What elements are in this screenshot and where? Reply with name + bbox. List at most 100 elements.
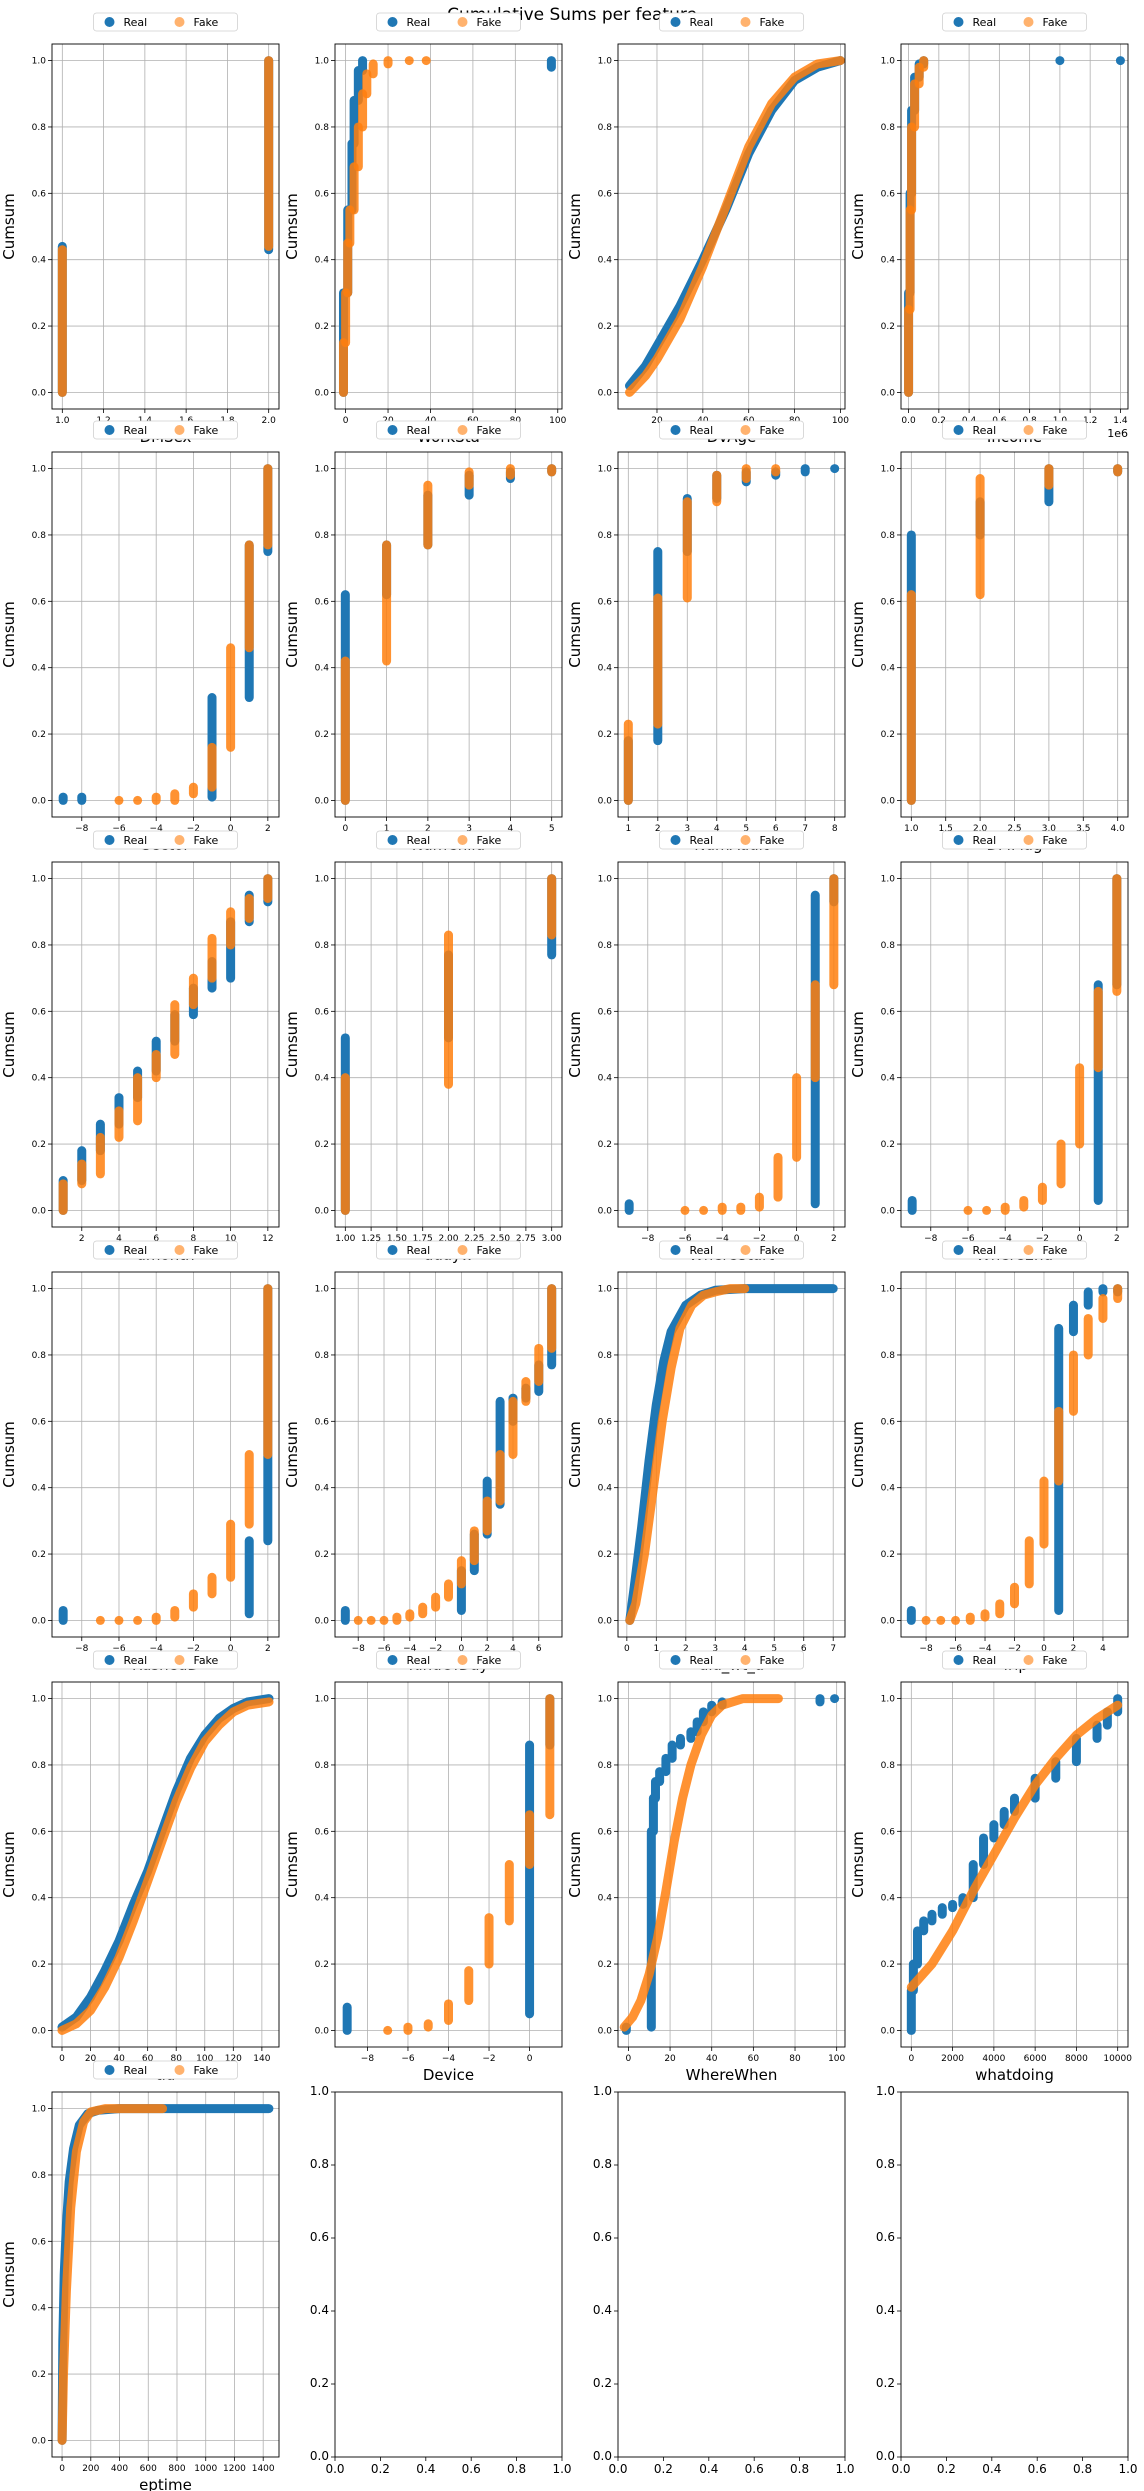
legend: Real Fake — [942, 1650, 1087, 1670]
y-tick-label: 1.0 — [876, 2084, 895, 2098]
y-tick-label: 0.0 — [315, 796, 330, 806]
y-tick-label: 0.0 — [881, 388, 896, 398]
axes-frame — [617, 1681, 846, 2048]
y-tick-label: 0.2 — [310, 2376, 329, 2390]
y-axis-label: Cumsum — [283, 1011, 301, 1078]
legend-label-real: Real — [407, 1654, 431, 1667]
y-tick-label: 0.0 — [881, 796, 896, 806]
legend-marker-fake — [174, 17, 185, 27]
series-fake — [95, 1284, 273, 1625]
y-tick-label: 0.6 — [32, 1007, 47, 1017]
axes-frame — [334, 43, 563, 410]
x-tick-label: 60 — [748, 2054, 760, 2064]
x-tick-label: −4 — [442, 2054, 456, 2064]
x-tick-label: 0 — [1077, 1234, 1083, 1244]
x-tick-label: 120 — [225, 2054, 242, 2064]
y-tick-label: 1.0 — [315, 57, 330, 67]
y-tick-label: 0.0 — [315, 1206, 330, 1216]
legend-marker-real — [670, 17, 681, 27]
y-tick-label: 1.0 — [881, 1285, 896, 1295]
y-tick-label: 1.0 — [881, 57, 896, 67]
y-tick-label: 1.0 — [32, 57, 47, 67]
legend-marker-fake — [740, 425, 751, 435]
y-tick-label: 0.4 — [598, 664, 613, 674]
plot-area — [906, 1694, 1123, 2035]
legend-marker-fake — [1023, 835, 1034, 845]
y-tick-label: 0.8 — [598, 1761, 613, 1771]
y-tick-label: 0.4 — [32, 664, 47, 674]
y-axis-label: Cumsum — [566, 1011, 584, 1078]
series-real — [625, 1284, 838, 1625]
axes-frame — [617, 43, 846, 410]
x-tick-label: 0.6 — [462, 2462, 481, 2476]
y-tick-label: 1.0 — [315, 1285, 330, 1295]
y-tick-label: 0.6 — [881, 597, 896, 607]
x-tick-label: 2 — [683, 1644, 689, 1654]
subplot-5: −8−6−4−2020.00.20.40.60.81.0SectorCumsum… — [0, 420, 280, 854]
legend-marker-fake — [174, 425, 185, 435]
x-tick-label: 0 — [459, 1644, 465, 1654]
axes-frame — [51, 451, 280, 818]
x-tick-label: −4 — [999, 1234, 1013, 1244]
x-tick-label: 2 — [831, 1234, 837, 1244]
y-axis-label: Cumsum — [566, 193, 584, 260]
y-tick-label: 0.6 — [881, 189, 896, 199]
y-tick-label: 0.4 — [598, 1074, 613, 1084]
legend-box — [376, 830, 521, 850]
y-tick-label: 0.2 — [598, 730, 612, 740]
y-tick-label: 0.0 — [593, 2449, 612, 2463]
legend-marker-real — [670, 1245, 681, 1255]
legend: Real Fake — [93, 1240, 238, 1260]
legend: Real Fake — [942, 12, 1087, 32]
x-tick-label: 3 — [712, 1644, 718, 1654]
x-tick-label: 0.2 — [371, 2462, 390, 2476]
data-point-curve — [625, 1284, 750, 1625]
y-tick-label: 0.0 — [310, 2449, 329, 2463]
plot-area — [338, 56, 556, 397]
legend-marker-fake — [1023, 425, 1034, 435]
series-fake — [338, 56, 431, 397]
legend-box — [93, 2060, 238, 2080]
series-fake — [57, 56, 274, 397]
x-tick-label: 0.6 — [745, 2462, 764, 2476]
y-axis-label: Cumsum — [849, 601, 867, 668]
legend-box — [376, 420, 521, 440]
x-tick-label: 2 — [79, 1234, 85, 1244]
x-tick-label: 2 — [1114, 1234, 1120, 1244]
y-tick-label: 0.8 — [876, 2157, 895, 2171]
y-tick-label: 0.6 — [32, 597, 47, 607]
subplot-9: 246810120.00.20.40.60.81.0dmonthCumsumRe… — [0, 830, 280, 1264]
plot-area — [57, 56, 274, 397]
x-tick-label: 4.0 — [1111, 824, 1126, 834]
y-tick-label: 0.8 — [598, 531, 613, 541]
plot-area — [625, 1284, 838, 1625]
x-tick-label: 3.00 — [542, 1234, 562, 1244]
legend-box — [659, 830, 804, 850]
x-tick-label: 1 — [384, 824, 390, 834]
y-tick-label: 0.2 — [598, 1550, 612, 1560]
x-tick-label: 3 — [684, 824, 690, 834]
axes-frame — [617, 451, 846, 818]
subplot-8: 1.01.52.02.53.03.54.00.00.20.40.60.81.0D… — [849, 420, 1129, 854]
legend: Real Fake — [376, 830, 521, 850]
y-tick-label: 0.4 — [593, 2303, 612, 2317]
y-tick-label: 1.0 — [598, 875, 613, 885]
y-tick-label: 0.8 — [32, 531, 47, 541]
y-tick-label: 0.0 — [598, 796, 613, 806]
x-tick-label: 4 — [510, 1644, 516, 1654]
legend-marker-fake — [740, 1245, 751, 1255]
subplot-18: −8 −6 −4 −2 0 0.0 0.2 0.4 0.6 0.8 1.0 Device Cumsum R… — [283, 1650, 563, 2084]
x-tick-label: 1.75 — [413, 1234, 433, 1244]
y-tick-label: 0.8 — [881, 123, 896, 133]
x-tick-label: 0.4 — [416, 2462, 435, 2476]
y-tick-label: 0.2 — [598, 1140, 612, 1150]
data-point-curve — [57, 1697, 274, 2035]
x-tick-label: 3.0 — [1042, 824, 1057, 834]
series-real — [57, 56, 274, 397]
y-tick-label: 0.2 — [881, 1140, 895, 1150]
x-tick-label: 4 — [742, 1644, 748, 1654]
legend: Real Fake — [942, 1240, 1087, 1260]
series-fake — [58, 874, 273, 1215]
x-tick-label: −2 — [187, 1644, 200, 1654]
axes-frame — [51, 1681, 280, 2048]
